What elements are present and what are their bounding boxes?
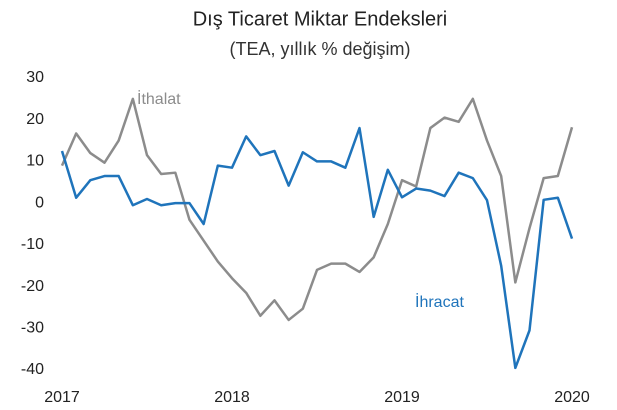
chart-title: Dış Ticaret Miktar Endeksleri [193, 8, 448, 30]
series-label: İthalat [137, 89, 181, 108]
x-tick-label: 2018 [214, 389, 250, 406]
y-tick-label: -10 [21, 236, 44, 253]
y-tick-label: 10 [26, 153, 44, 170]
y-tick-label: -20 [21, 278, 44, 295]
y-tick-label: -40 [21, 361, 44, 378]
x-tick-label: 2019 [384, 389, 420, 406]
y-tick-label: 0 [35, 194, 44, 211]
series-label: İhracat [415, 292, 464, 311]
y-tick-label: 30 [26, 69, 44, 86]
x-tick-label: 2017 [44, 389, 80, 406]
series-line [60, 126, 574, 370]
x-tick-label: 2020 [554, 389, 590, 406]
y-tick-label: -30 [21, 320, 44, 337]
chart-subtitle: (TEA, yıllık % değişim) [229, 39, 410, 59]
series-line [60, 97, 574, 322]
y-tick-label: 20 [26, 111, 44, 128]
